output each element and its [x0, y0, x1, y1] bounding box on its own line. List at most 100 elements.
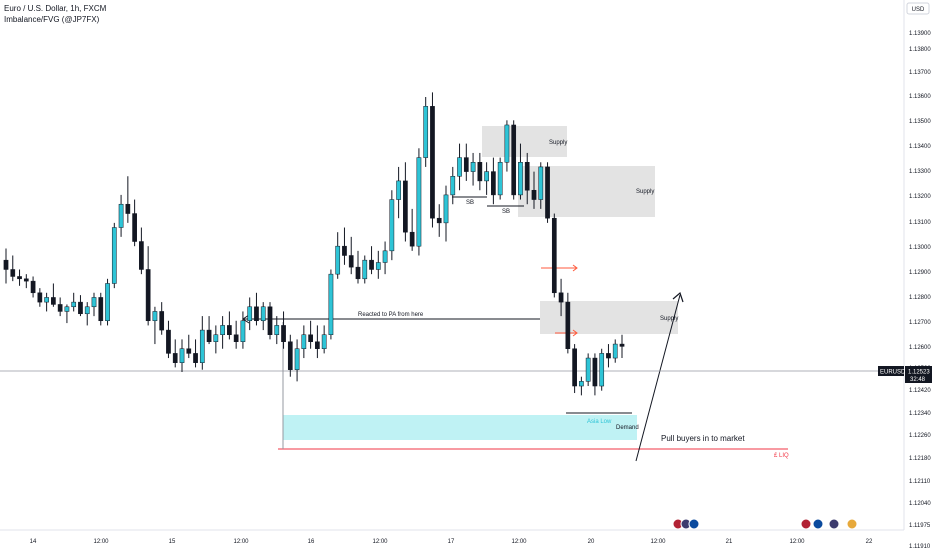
candle[interactable] [375, 250, 381, 279]
us-flag-icon[interactable] [828, 518, 840, 530]
candle[interactable] [592, 353, 598, 396]
candle[interactable] [430, 92, 435, 228]
candle[interactable] [172, 339, 178, 368]
candle[interactable] [450, 166, 456, 205]
supply-zone-1[interactable] [482, 126, 567, 157]
candle[interactable] [538, 162, 544, 209]
candle[interactable] [233, 320, 239, 349]
candle[interactable] [551, 213, 557, 298]
candle[interactable] [511, 120, 517, 200]
demand-zone[interactable] [283, 415, 637, 440]
candle[interactable] [328, 269, 334, 340]
candle[interactable] [545, 162, 550, 223]
candle[interactable] [3, 248, 9, 284]
candle[interactable] [267, 302, 273, 340]
candle[interactable] [315, 325, 320, 359]
candle[interactable] [186, 334, 192, 359]
candle[interactable] [145, 246, 151, 326]
candle[interactable] [44, 292, 49, 312]
candle[interactable] [403, 162, 408, 242]
candle[interactable] [260, 302, 266, 331]
candle[interactable] [355, 250, 361, 284]
candle[interactable] [199, 316, 205, 370]
candle[interactable] [10, 255, 16, 282]
supply-zone-3[interactable] [540, 301, 678, 334]
candle[interactable] [220, 316, 225, 349]
candle[interactable] [57, 297, 63, 317]
candle[interactable] [470, 152, 476, 186]
candle[interactable] [457, 143, 462, 191]
candle[interactable] [240, 311, 246, 349]
candle[interactable] [152, 306, 158, 345]
candle[interactable] [71, 292, 77, 312]
candle[interactable] [227, 311, 232, 340]
candle[interactable] [254, 292, 259, 326]
candle[interactable] [206, 316, 212, 345]
candle[interactable] [287, 334, 293, 377]
candle[interactable] [348, 236, 354, 275]
candle[interactable] [105, 278, 110, 326]
candle[interactable] [389, 190, 395, 261]
currency-badge[interactable] [906, 2, 930, 15]
candle[interactable] [321, 325, 327, 354]
candle[interactable] [335, 232, 341, 279]
candle[interactable] [619, 334, 625, 359]
candle[interactable] [477, 152, 483, 191]
candle[interactable] [443, 185, 449, 242]
candle[interactable] [504, 120, 510, 172]
candle[interactable] [491, 157, 496, 205]
event-icons-1[interactable] [672, 518, 700, 530]
candle[interactable] [17, 269, 22, 286]
candle[interactable] [518, 143, 523, 200]
candle[interactable] [396, 166, 401, 219]
candle[interactable] [294, 339, 300, 382]
candle[interactable] [274, 316, 280, 345]
candle[interactable] [606, 344, 611, 368]
candle[interactable] [30, 276, 36, 298]
eu-flag-icon[interactable] [812, 518, 824, 530]
candle[interactable] [125, 176, 131, 223]
eu-flag-icon[interactable] [846, 518, 858, 530]
candle[interactable] [565, 292, 571, 354]
candle[interactable] [531, 171, 537, 209]
candle[interactable] [463, 143, 469, 181]
candle[interactable] [37, 288, 43, 307]
candle[interactable] [416, 148, 422, 256]
candle[interactable] [23, 274, 29, 289]
candle[interactable] [369, 246, 374, 275]
candle[interactable] [98, 292, 104, 326]
candle[interactable] [382, 241, 388, 275]
candle[interactable] [91, 292, 97, 317]
candle[interactable] [51, 283, 56, 307]
candle[interactable] [409, 208, 415, 251]
candle[interactable] [497, 157, 503, 200]
candle[interactable] [423, 97, 429, 167]
candle[interactable] [193, 339, 198, 368]
candle[interactable] [585, 353, 591, 387]
candle[interactable] [139, 227, 144, 275]
us-flag-icon[interactable] [800, 518, 812, 530]
candle[interactable] [342, 227, 347, 265]
candle[interactable] [213, 325, 219, 354]
candle[interactable] [484, 162, 489, 195]
candle[interactable] [64, 304, 70, 324]
candle[interactable] [362, 255, 368, 284]
candle[interactable] [436, 204, 442, 237]
candle[interactable] [84, 302, 90, 326]
candle[interactable] [118, 194, 124, 237]
candle[interactable] [308, 320, 313, 349]
eu-flag-icon[interactable] [688, 518, 700, 530]
candle[interactable] [166, 320, 171, 359]
event-icons-2[interactable] [800, 518, 858, 530]
candle[interactable] [524, 152, 530, 205]
candle[interactable] [132, 199, 137, 247]
candle[interactable] [558, 278, 564, 317]
candle[interactable] [579, 376, 584, 396]
candle[interactable] [572, 344, 577, 394]
candle[interactable] [159, 302, 165, 335]
candle[interactable] [179, 339, 185, 373]
time-axis[interactable]: 14 12:00 15 12:00 16 12:00 17 12:00 20 12:00 21 12:… [30, 539, 873, 545]
candle[interactable] [301, 325, 307, 359]
trend-arrow-icon[interactable] [635, 291, 684, 462]
